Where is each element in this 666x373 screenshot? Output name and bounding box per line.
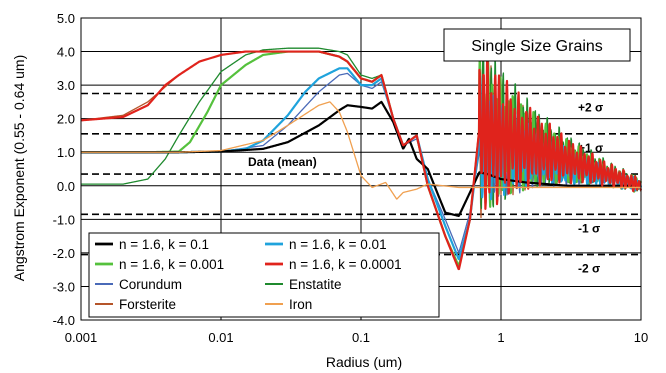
legend-entry: n = 1.6, k = 0.001 bbox=[119, 257, 224, 272]
legend-entry: Corundum bbox=[119, 277, 182, 292]
x-tick-label: 0.001 bbox=[65, 330, 98, 345]
y-tick-label: 0.0 bbox=[57, 179, 75, 194]
series-line-3 bbox=[80, 49, 643, 271]
annotation-box: Single Size Grains bbox=[443, 28, 631, 62]
legend-box bbox=[88, 232, 440, 318]
series-line-7 bbox=[80, 101, 642, 200]
y-tick-label: 1.0 bbox=[57, 145, 75, 160]
y-axis-label: Angstrom Exponent (0.55 - 0.64 um) bbox=[11, 55, 27, 281]
y-tick-label: 4.0 bbox=[57, 45, 75, 60]
plot-frame bbox=[80, 17, 642, 321]
legend: n = 1.6, k = 0.1 n = 1.6, k = 0.01 n = 1.6… bbox=[88, 232, 440, 318]
y-tick-label: -4.0 bbox=[53, 313, 75, 328]
y-tick-label: 2.0 bbox=[57, 112, 75, 127]
reference-label-mean: Data (mean) bbox=[248, 155, 317, 169]
x-tick-label: 10 bbox=[634, 330, 648, 345]
x-tick-label: 1 bbox=[497, 330, 504, 345]
x-tick-label: 0.01 bbox=[208, 330, 233, 345]
axis-ticks: -4.0 -3.0 -2.0 -1.0 0.0 1.0 2.0 3.0 4.0 5.0 0.001 0… bbox=[53, 11, 649, 345]
legend-entry: Iron bbox=[289, 297, 312, 312]
y-tick-label: 5.0 bbox=[57, 11, 75, 26]
plot-area bbox=[80, 35, 643, 271]
y-tick-label: 3.0 bbox=[57, 78, 75, 93]
reference-label-sigma: -2 σ bbox=[578, 262, 600, 276]
annotation-box-text: Single Size Grains bbox=[471, 38, 603, 55]
reference-label-sigma: +1 σ bbox=[578, 141, 603, 155]
legend-entry: n = 1.6, k = 0.1 bbox=[119, 237, 209, 252]
legend-entry: Enstatite bbox=[289, 277, 342, 292]
y-tick-label: -3.0 bbox=[53, 279, 75, 294]
legend-entry: Forsterite bbox=[119, 297, 176, 312]
series-line-5 bbox=[80, 35, 642, 270]
y-tick-label: -2.0 bbox=[53, 246, 75, 261]
legend-entry: n = 1.6, k = 0.01 bbox=[289, 237, 387, 252]
reference-label-sigma: -1 σ bbox=[578, 221, 600, 235]
x-axis-label: Radius (um) bbox=[326, 354, 402, 370]
x-tick-label: 0.1 bbox=[352, 330, 370, 345]
legend-entry: n = 1.6, k = 0.0001 bbox=[289, 257, 402, 272]
reference-label-sigma: +2 σ bbox=[578, 101, 603, 115]
y-tick-label: -1.0 bbox=[53, 212, 75, 227]
